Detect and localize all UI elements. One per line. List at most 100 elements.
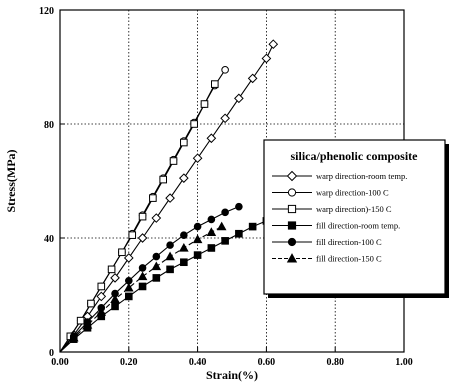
legend-label: warp direction)-150 C: [316, 204, 392, 214]
data-point-circle: [221, 66, 229, 74]
data-point-square: [248, 222, 257, 231]
data-point-square: [149, 194, 157, 202]
legend-box: [263, 139, 446, 295]
y-tick-label: 120: [39, 6, 54, 17]
data-point-triangle: [165, 251, 175, 261]
legend-label: warp direction-room temp.: [316, 171, 407, 181]
data-point-diamond: [137, 233, 148, 243]
data-point-diamond: [110, 273, 120, 283]
legend-label: fill direction-100 C: [316, 237, 382, 247]
data-point-circle: [166, 241, 174, 249]
data-point-circle: [207, 215, 216, 224]
y-tick-label: 80: [44, 120, 54, 131]
series-6: [60, 221, 227, 352]
data-point-square: [159, 175, 167, 184]
data-point-diamond: [192, 153, 203, 164]
x-tick-label: 0.00: [51, 357, 69, 368]
series-layer: [60, 39, 298, 352]
data-point-square: [193, 251, 202, 259]
y-tick-label: 0: [49, 348, 54, 359]
data-point-square: [87, 299, 95, 308]
series-line: [60, 83, 216, 352]
data-point-square: [76, 316, 85, 325]
data-point-square: [138, 212, 147, 221]
data-point-diamond: [234, 93, 244, 104]
data-point-square: [287, 204, 297, 214]
data-point-triangle: [206, 227, 217, 236]
data-point-square: [107, 265, 116, 274]
data-point-triangle: [96, 307, 107, 316]
data-point-square: [169, 157, 178, 165]
data-point-diamond: [261, 53, 272, 64]
data-point-triangle: [286, 253, 298, 263]
data-point-square: [221, 237, 229, 245]
legend-label: warp direction-100 C: [316, 188, 389, 198]
legend-label: fill direction-150 C: [316, 254, 382, 264]
data-point-circle: [221, 208, 229, 217]
data-point-square: [111, 302, 119, 311]
data-point-circle: [287, 188, 297, 197]
data-point-diamond: [179, 173, 189, 183]
data-point-diamond: [247, 73, 258, 84]
data-point-triangle: [137, 271, 148, 281]
data-point-square: [287, 221, 297, 230]
data-point-diamond: [286, 170, 298, 182]
series-5: [60, 202, 243, 352]
data-point-square: [211, 80, 219, 88]
data-point-square: [180, 258, 188, 267]
y-axis-title: Stress(MPa): [4, 149, 18, 212]
data-point-square: [118, 248, 126, 257]
x-tick-label: 0.20: [120, 357, 138, 368]
data-point-circle: [138, 264, 147, 272]
data-point-square: [190, 120, 198, 128]
legend-entry: fill direction-150 C: [272, 253, 382, 264]
data-point-circle: [193, 222, 202, 231]
data-point-circle: [235, 202, 243, 211]
legend-entries: warp direction-room temp. warp direction-…: [272, 170, 407, 264]
data-point-diamond: [123, 253, 134, 263]
legend-entry: warp direction)-150 C: [272, 204, 392, 214]
series-2: [60, 66, 229, 352]
data-point-circle: [152, 252, 161, 261]
data-point-square: [97, 282, 106, 291]
series-3: [60, 80, 219, 352]
data-point-triangle: [68, 332, 79, 342]
data-point-diamond: [220, 113, 230, 124]
data-point-circle: [180, 231, 188, 239]
data-point-triangle: [216, 221, 227, 231]
data-point-square: [125, 292, 133, 301]
data-point-diamond: [206, 133, 217, 144]
legend-entry: fill direction-room temp.: [272, 221, 400, 231]
data-point-square: [180, 138, 188, 147]
x-axis-title: Strain(%): [206, 368, 258, 382]
series-line: [60, 210, 295, 352]
data-point-triangle: [110, 294, 120, 303]
data-point-diamond: [96, 291, 107, 302]
data-point-diamond: [165, 193, 175, 203]
data-point-square: [235, 229, 243, 238]
x-tick-label: 0.60: [258, 357, 276, 368]
data-point-triangle: [151, 261, 162, 271]
x-tick-label: 1.00: [395, 357, 413, 368]
legend-title: silica/phenolic composite: [291, 149, 419, 163]
data-point-triangle: [179, 242, 189, 252]
series-4: [60, 207, 298, 352]
legend-entry: warp direction-room temp.: [272, 170, 407, 182]
data-point-square: [207, 244, 216, 252]
data-point-triangle: [82, 319, 93, 329]
legend-entry: fill direction-100 C: [272, 237, 382, 247]
data-point-diamond: [268, 39, 279, 50]
data-point-square: [166, 265, 174, 274]
x-tick-label: 0.40: [189, 357, 207, 368]
data-point-circle: [287, 237, 297, 247]
data-point-square: [200, 100, 209, 108]
legend-entry: warp direction-100 C: [272, 188, 389, 198]
legend: silica/phenolic composite warp direction…: [263, 139, 449, 298]
data-point-triangle: [123, 282, 134, 292]
data-point-square: [128, 231, 137, 239]
data-point-diamond: [151, 213, 162, 223]
data-point-square: [152, 274, 161, 282]
y-tick-label: 40: [44, 234, 54, 245]
